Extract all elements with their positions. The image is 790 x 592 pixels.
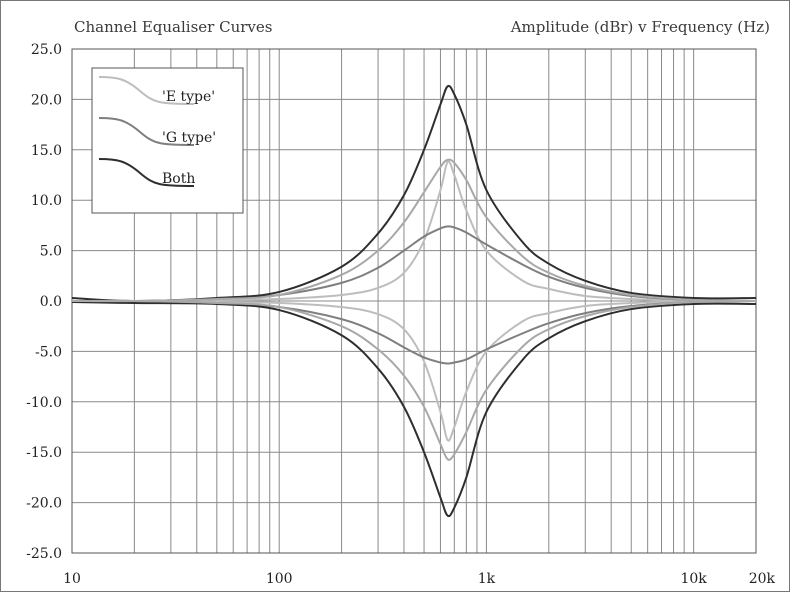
y-tick-label: 0.0	[40, 294, 62, 310]
legend-label: 'G type'	[162, 130, 216, 146]
y-tick-label: -10.0	[26, 395, 62, 411]
y-tick-label: 5.0	[40, 244, 62, 260]
series-lines	[71, 84, 757, 518]
legend-swatch	[98, 158, 195, 187]
x-tick-label: 20k	[749, 571, 776, 587]
series-line-mid	[71, 158, 757, 303]
y-tick-label: -15.0	[26, 445, 62, 461]
series-line-e-type	[71, 160, 757, 303]
y-tick-label: 15.0	[31, 143, 62, 159]
x-tick-label: 10k	[680, 571, 707, 587]
x-tick-label: 10	[63, 571, 81, 587]
x-axis-ticks: 10 100 1k 10k 20k	[63, 571, 775, 587]
legend-label: Both	[162, 171, 195, 187]
y-tick-label: 25.0	[31, 42, 62, 58]
x-tick-label: 100	[266, 571, 293, 587]
series-line-mid	[71, 299, 757, 461]
y-tick-label: 10.0	[31, 193, 62, 209]
x-tick-label: 1k	[478, 571, 496, 587]
series-line-e-type	[71, 299, 757, 442]
legend-box	[91, 67, 244, 214]
legend: 'E type' 'G type' Both	[91, 67, 244, 214]
chart-title: Channel Equaliser Curves	[74, 18, 272, 36]
chart-subtitle: Amplitude (dBr) v Frequency (Hz)	[510, 18, 770, 36]
y-tick-label: 20.0	[31, 92, 62, 108]
legend-label: 'E type'	[162, 89, 215, 105]
y-tick-label: -5.0	[35, 344, 62, 360]
series-line-both	[71, 84, 757, 302]
y-tick-label: -25.0	[26, 546, 62, 562]
y-tick-label: -20.0	[26, 496, 62, 512]
y-axis-ticks: 25.0 20.0 15.0 10.0 5.0 0.0 -5.0 -10.0 -15.0 -20.…	[26, 42, 62, 562]
legend-swatch	[98, 76, 195, 105]
series-line-both	[71, 301, 757, 518]
legend-swatch	[98, 117, 195, 146]
